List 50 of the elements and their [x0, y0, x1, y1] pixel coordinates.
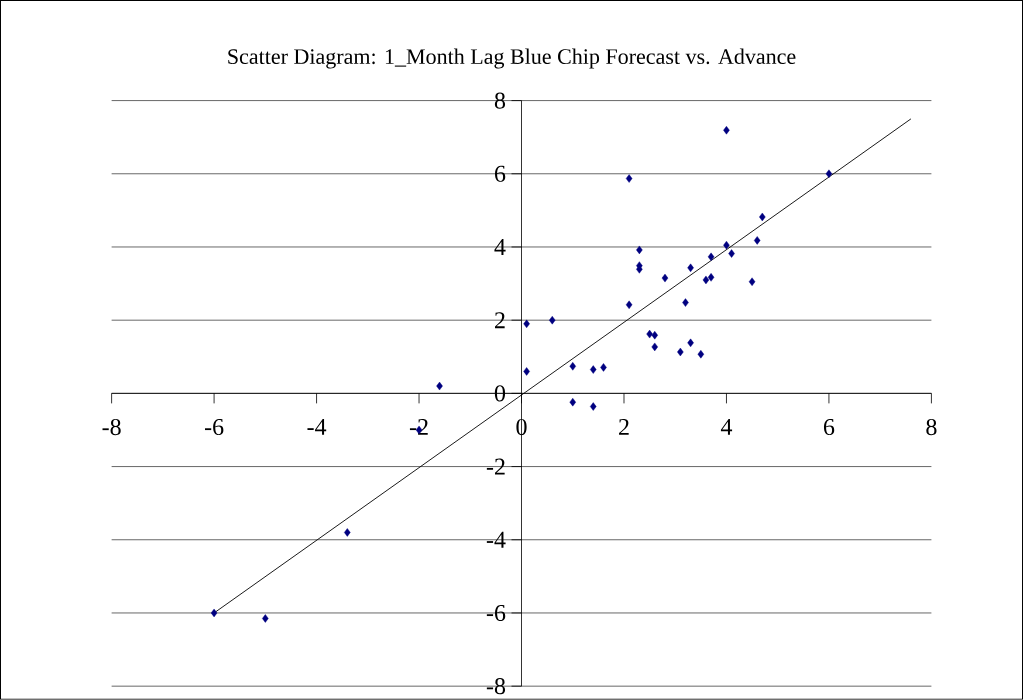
point	[523, 319, 530, 329]
point	[707, 273, 715, 282]
point	[210, 608, 218, 618]
point	[651, 331, 658, 340]
y-tick-label: 8	[494, 92, 506, 109]
y-tick-label: -6	[486, 605, 506, 622]
point	[759, 212, 766, 222]
point	[569, 362, 576, 371]
point	[687, 263, 694, 273]
point	[697, 350, 705, 359]
x-tick-label: 8	[926, 419, 937, 436]
x-tick-label: -8	[102, 419, 121, 436]
point	[646, 330, 653, 339]
point	[569, 398, 576, 407]
point	[625, 300, 633, 310]
point	[262, 614, 269, 623]
x-tick-label: -4	[307, 419, 327, 435]
point	[825, 169, 833, 179]
point	[590, 402, 597, 411]
y-tick-label: 4	[494, 239, 506, 256]
y-tick-label: 6	[494, 165, 506, 182]
x-tick-label: 4	[720, 419, 733, 435]
point	[702, 275, 710, 285]
point	[682, 298, 689, 307]
point	[687, 338, 694, 348]
point	[661, 274, 669, 283]
point	[344, 528, 351, 537]
point	[723, 126, 730, 135]
y-tick-label: -4	[486, 532, 506, 548]
point	[754, 236, 761, 245]
point	[590, 365, 597, 374]
point	[677, 347, 684, 357]
point	[549, 316, 556, 325]
point	[625, 174, 633, 183]
point	[651, 342, 658, 352]
x-tick-label: 2	[619, 419, 629, 435]
point	[436, 382, 443, 391]
point	[707, 252, 715, 262]
x-tick-label: 6	[823, 419, 835, 436]
x-tick-label: -2	[409, 419, 428, 435]
chart-title: Scatter Diagram: 1_Month Lag Blue Chip Forecast vs. Advance	[228, 48, 796, 69]
point	[523, 367, 530, 376]
y-tick-label: 2	[495, 312, 505, 329]
y-tick-label: -8	[486, 678, 506, 695]
point	[600, 363, 607, 372]
point	[748, 277, 756, 287]
point	[636, 245, 643, 255]
point	[728, 249, 735, 258]
point	[723, 241, 730, 250]
x-tick-label: -6	[204, 419, 224, 436]
